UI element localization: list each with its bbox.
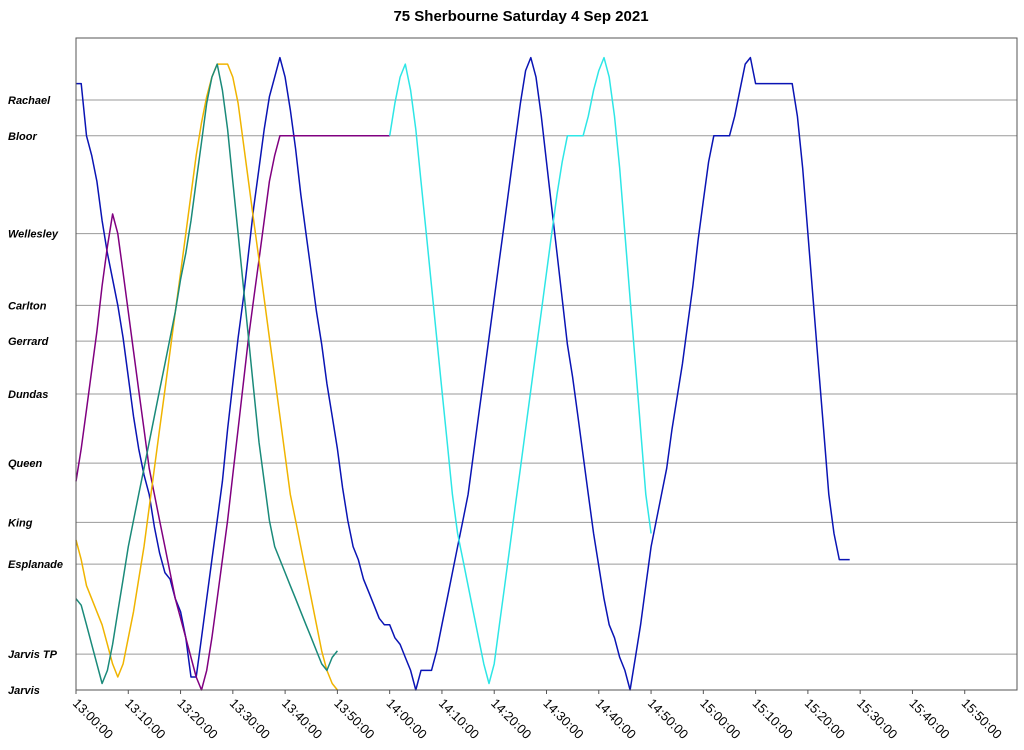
y-label-dundas: Dundas [8,389,48,401]
y-label-bloor: Bloor [8,131,37,143]
x-tick-label: 15:30:00 [854,696,900,742]
x-axis-labels: 13:00:00 13:10:00 13:20:00 13:30:00 13:40:00… [70,690,1005,742]
x-tick-label: 14:30:00 [540,696,586,742]
x-tick-label: 13:00:00 [70,696,116,742]
series-line-4 [75,63,338,685]
series-line-2 [75,135,390,691]
chart-title: 75 Sherbourne Saturday 4 Sep 2021 [393,8,648,25]
x-tick-label: 13:40:00 [279,696,325,742]
series-line-3 [75,63,338,691]
y-label-gerrard: Gerrard [8,336,49,348]
x-tick-label: 15:20:00 [802,696,848,742]
y-label-jarvis: Jarvis [8,685,40,697]
y-label-jarvis-tp: Jarvis TP [8,649,58,661]
x-tick-label: 14:40:00 [593,696,639,742]
y-label-queen: Queen [8,458,43,470]
x-tick-label: 13:50:00 [331,696,377,742]
x-tick-label: 14:00:00 [384,696,430,742]
y-axis-labels: Rachael Bloor Wellesley Carlton Gerrard Dunda… [8,95,63,697]
x-tick-label: 13:10:00 [122,696,168,742]
series-line-1 [76,56,850,691]
series-lines [75,56,850,691]
x-tick-label: 15:40:00 [906,696,952,742]
y-label-esplanade: Esplanade [8,559,63,571]
x-tick-label: 14:20:00 [488,696,534,742]
y-label-rachael: Rachael [8,95,51,107]
x-tick-label: 15:00:00 [697,696,743,742]
x-tick-label: 15:10:00 [749,696,795,742]
series-line-5 [388,56,652,685]
y-label-king: King [8,517,33,529]
y-label-carlton: Carlton [8,300,47,312]
x-tick-label: 13:20:00 [174,696,220,742]
x-tick-label: 13:30:00 [227,696,273,742]
x-tick-label: 14:50:00 [645,696,691,742]
x-tick-label: 15:50:00 [959,696,1005,742]
x-tick-label: 14:10:00 [436,696,482,742]
y-label-wellesley: Wellesley [8,229,59,241]
